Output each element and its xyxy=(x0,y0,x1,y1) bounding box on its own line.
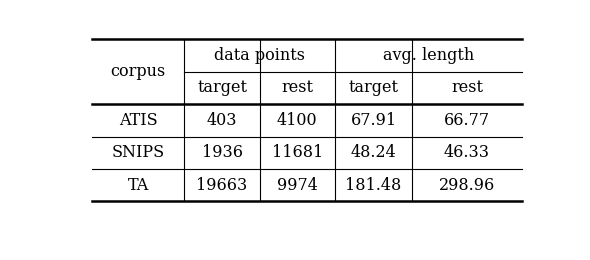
Text: rest: rest xyxy=(281,79,313,96)
Text: TA: TA xyxy=(127,177,149,194)
Text: 67.91: 67.91 xyxy=(350,112,396,129)
Text: 48.24: 48.24 xyxy=(350,144,396,161)
Text: SNIPS: SNIPS xyxy=(112,144,165,161)
Text: target: target xyxy=(197,79,247,96)
Text: rest: rest xyxy=(451,79,483,96)
Text: avg. length: avg. length xyxy=(383,47,474,64)
Text: 11681: 11681 xyxy=(271,144,323,161)
Text: 181.48: 181.48 xyxy=(345,177,402,194)
Text: 19663: 19663 xyxy=(196,177,248,194)
Text: 9974: 9974 xyxy=(277,177,317,194)
Text: 1936: 1936 xyxy=(202,144,242,161)
Text: 4100: 4100 xyxy=(277,112,317,129)
Text: 66.77: 66.77 xyxy=(444,112,490,129)
Text: data points: data points xyxy=(214,47,305,64)
Text: 46.33: 46.33 xyxy=(444,144,490,161)
Text: 403: 403 xyxy=(207,112,237,129)
Text: corpus: corpus xyxy=(110,63,166,80)
Text: target: target xyxy=(349,79,399,96)
Text: ATIS: ATIS xyxy=(119,112,158,129)
Text: 298.96: 298.96 xyxy=(439,177,495,194)
